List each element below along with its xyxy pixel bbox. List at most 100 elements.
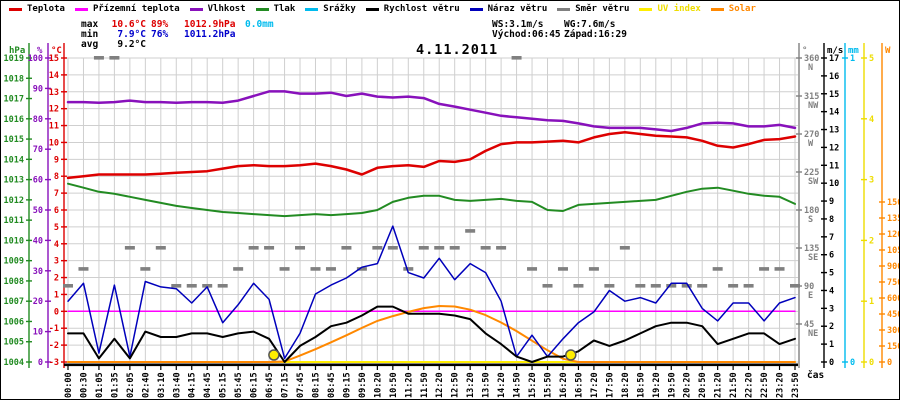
tick-label-humidity: 70 xyxy=(33,145,43,155)
tick-label-temperature: 13 xyxy=(49,88,59,98)
x-tick-label: 21:20 xyxy=(714,372,724,398)
wind-direction-point xyxy=(743,284,754,288)
tick-label-wind_direction: 270 xyxy=(804,130,819,140)
stat-rain-total: 0.0mm xyxy=(245,19,274,30)
series-teplota xyxy=(66,131,797,180)
tick-label-pressure: 1017 xyxy=(4,95,24,105)
x-tick-label: 20:20 xyxy=(683,372,693,398)
legend-item-4: Srážky xyxy=(305,4,356,14)
stat-max-humidity: 89% xyxy=(151,19,169,30)
wind-direction-point xyxy=(387,246,398,250)
x-tick-label: 07:45 xyxy=(296,372,306,398)
legend-item-9: Solar xyxy=(710,4,756,14)
x-tick-label: 18:50 xyxy=(636,372,646,398)
wind-direction-point xyxy=(697,284,708,288)
x-tick-label: 08:15 xyxy=(311,372,321,398)
tick-label-temperature: 12 xyxy=(49,105,59,115)
tick-label-pressure: 1014 xyxy=(4,155,24,165)
legend-item-6: Náraz větru xyxy=(469,4,548,14)
tick-label-humidity: 10 xyxy=(33,328,43,338)
tick-label-solar: 0 xyxy=(887,358,892,368)
tick-label-wind: 6 xyxy=(829,251,834,261)
tick-label-solar: 900 xyxy=(887,262,899,272)
tick-label-wind: 16 xyxy=(829,72,839,82)
x-axis-bar xyxy=(64,363,798,367)
wind-direction-point xyxy=(465,229,476,233)
tick-label-wind: 12 xyxy=(829,143,839,153)
legend-swatch-icon xyxy=(189,7,203,11)
tick-label-temperature: 7 xyxy=(54,189,59,199)
x-tick-label: 12:50 xyxy=(451,372,461,398)
tick-label-uv: 3 xyxy=(869,176,874,186)
x-tick-label: 06:45 xyxy=(265,372,275,398)
x-tick-label: 00:00 xyxy=(64,372,74,398)
wind-direction-point xyxy=(511,56,522,60)
x-tick-label: 18:20 xyxy=(621,372,631,398)
tick-label-solar: 300 xyxy=(887,326,899,336)
x-tick-label: 03:10 xyxy=(157,372,167,398)
wind-direction-point xyxy=(93,56,104,60)
tick-label-humidity: 100 xyxy=(28,54,43,64)
wind-direction-point xyxy=(202,284,213,288)
x-tick-label: 23:50 xyxy=(791,372,801,398)
x-tick-label: 15:20 xyxy=(528,372,538,398)
wind-direction-point xyxy=(140,267,151,271)
x-tick-label: 19:20 xyxy=(652,372,662,398)
stat-wind-gust-max: WG:7.6m/s xyxy=(564,19,616,30)
tick-label-uv: 2 xyxy=(869,236,874,246)
x-tick-label: 04:15 xyxy=(188,372,198,398)
wind-direction-point xyxy=(728,284,739,288)
x-tick-label: 07:15 xyxy=(281,372,291,398)
tick-label-temperature: 9 xyxy=(54,155,59,165)
tick-label-pressure: 1016 xyxy=(4,115,24,125)
x-tick-label: 01:05 xyxy=(95,372,105,398)
tick-label-temperature: 0 xyxy=(54,307,59,317)
x-tick-label: 05:45 xyxy=(234,372,244,398)
legend-item-1: Přízemní teplota xyxy=(74,4,180,14)
axis-unit-precipitation: mm xyxy=(848,46,859,56)
tick-label-wind: 5 xyxy=(829,269,834,279)
x-tick-label: 02:40 xyxy=(141,372,151,398)
wind-direction-point xyxy=(264,246,275,250)
x-tick-label: 09:50 xyxy=(358,372,368,398)
x-tick-label: 21:50 xyxy=(729,372,739,398)
sun-marker-icon xyxy=(565,349,577,361)
series-solar xyxy=(67,305,796,363)
wind-direction-point xyxy=(186,284,197,288)
tick-label-humidity: 90 xyxy=(33,84,43,94)
tick-label-uv: 4 xyxy=(869,115,874,125)
wind-direction-point xyxy=(527,267,538,271)
legend-item-7: Směr větru xyxy=(557,4,629,14)
x-axis-title: čas xyxy=(807,370,824,381)
tick-label-wind_direction: 315 xyxy=(804,92,819,102)
wind-direction-point xyxy=(310,267,321,271)
tick-label-humidity: 50 xyxy=(33,206,43,216)
chart-title-date: 4.11.2011 xyxy=(416,42,499,58)
x-tick-label: 05:15 xyxy=(219,372,229,398)
x-tick-label: 01:35 xyxy=(110,372,120,398)
tick-label-temperature: -2 xyxy=(49,341,59,351)
x-tick-label: 14:50 xyxy=(513,372,523,398)
tick-label-solar: 150 xyxy=(887,342,899,352)
wind-direction-point xyxy=(418,246,429,250)
x-tick-label: 13:50 xyxy=(482,372,492,398)
cardinal-label: N xyxy=(808,63,813,73)
legend-label: Náraz větru xyxy=(487,4,548,14)
axis-unit-humidity: % xyxy=(37,46,43,56)
tick-label-temperature: 5 xyxy=(54,223,59,233)
tick-label-pressure: 1004 xyxy=(4,358,24,368)
tick-label-solar: 750 xyxy=(887,278,899,288)
tick-label-pressure: 1009 xyxy=(4,257,24,267)
tick-label-wind: 0 xyxy=(829,358,834,368)
stat-wind-speed-max: WS:3.1m/s xyxy=(492,19,544,30)
tick-label-wind: 14 xyxy=(829,108,839,118)
tick-label-temperature: 4 xyxy=(54,240,59,250)
tick-label-pressure: 1006 xyxy=(4,317,24,327)
cardinal-label: S xyxy=(808,215,813,225)
tick-label-wind: 1 xyxy=(829,340,834,350)
x-tick-label: 17:50 xyxy=(605,372,615,398)
tick-label-humidity: 20 xyxy=(33,297,43,307)
wind-direction-point xyxy=(496,246,507,250)
